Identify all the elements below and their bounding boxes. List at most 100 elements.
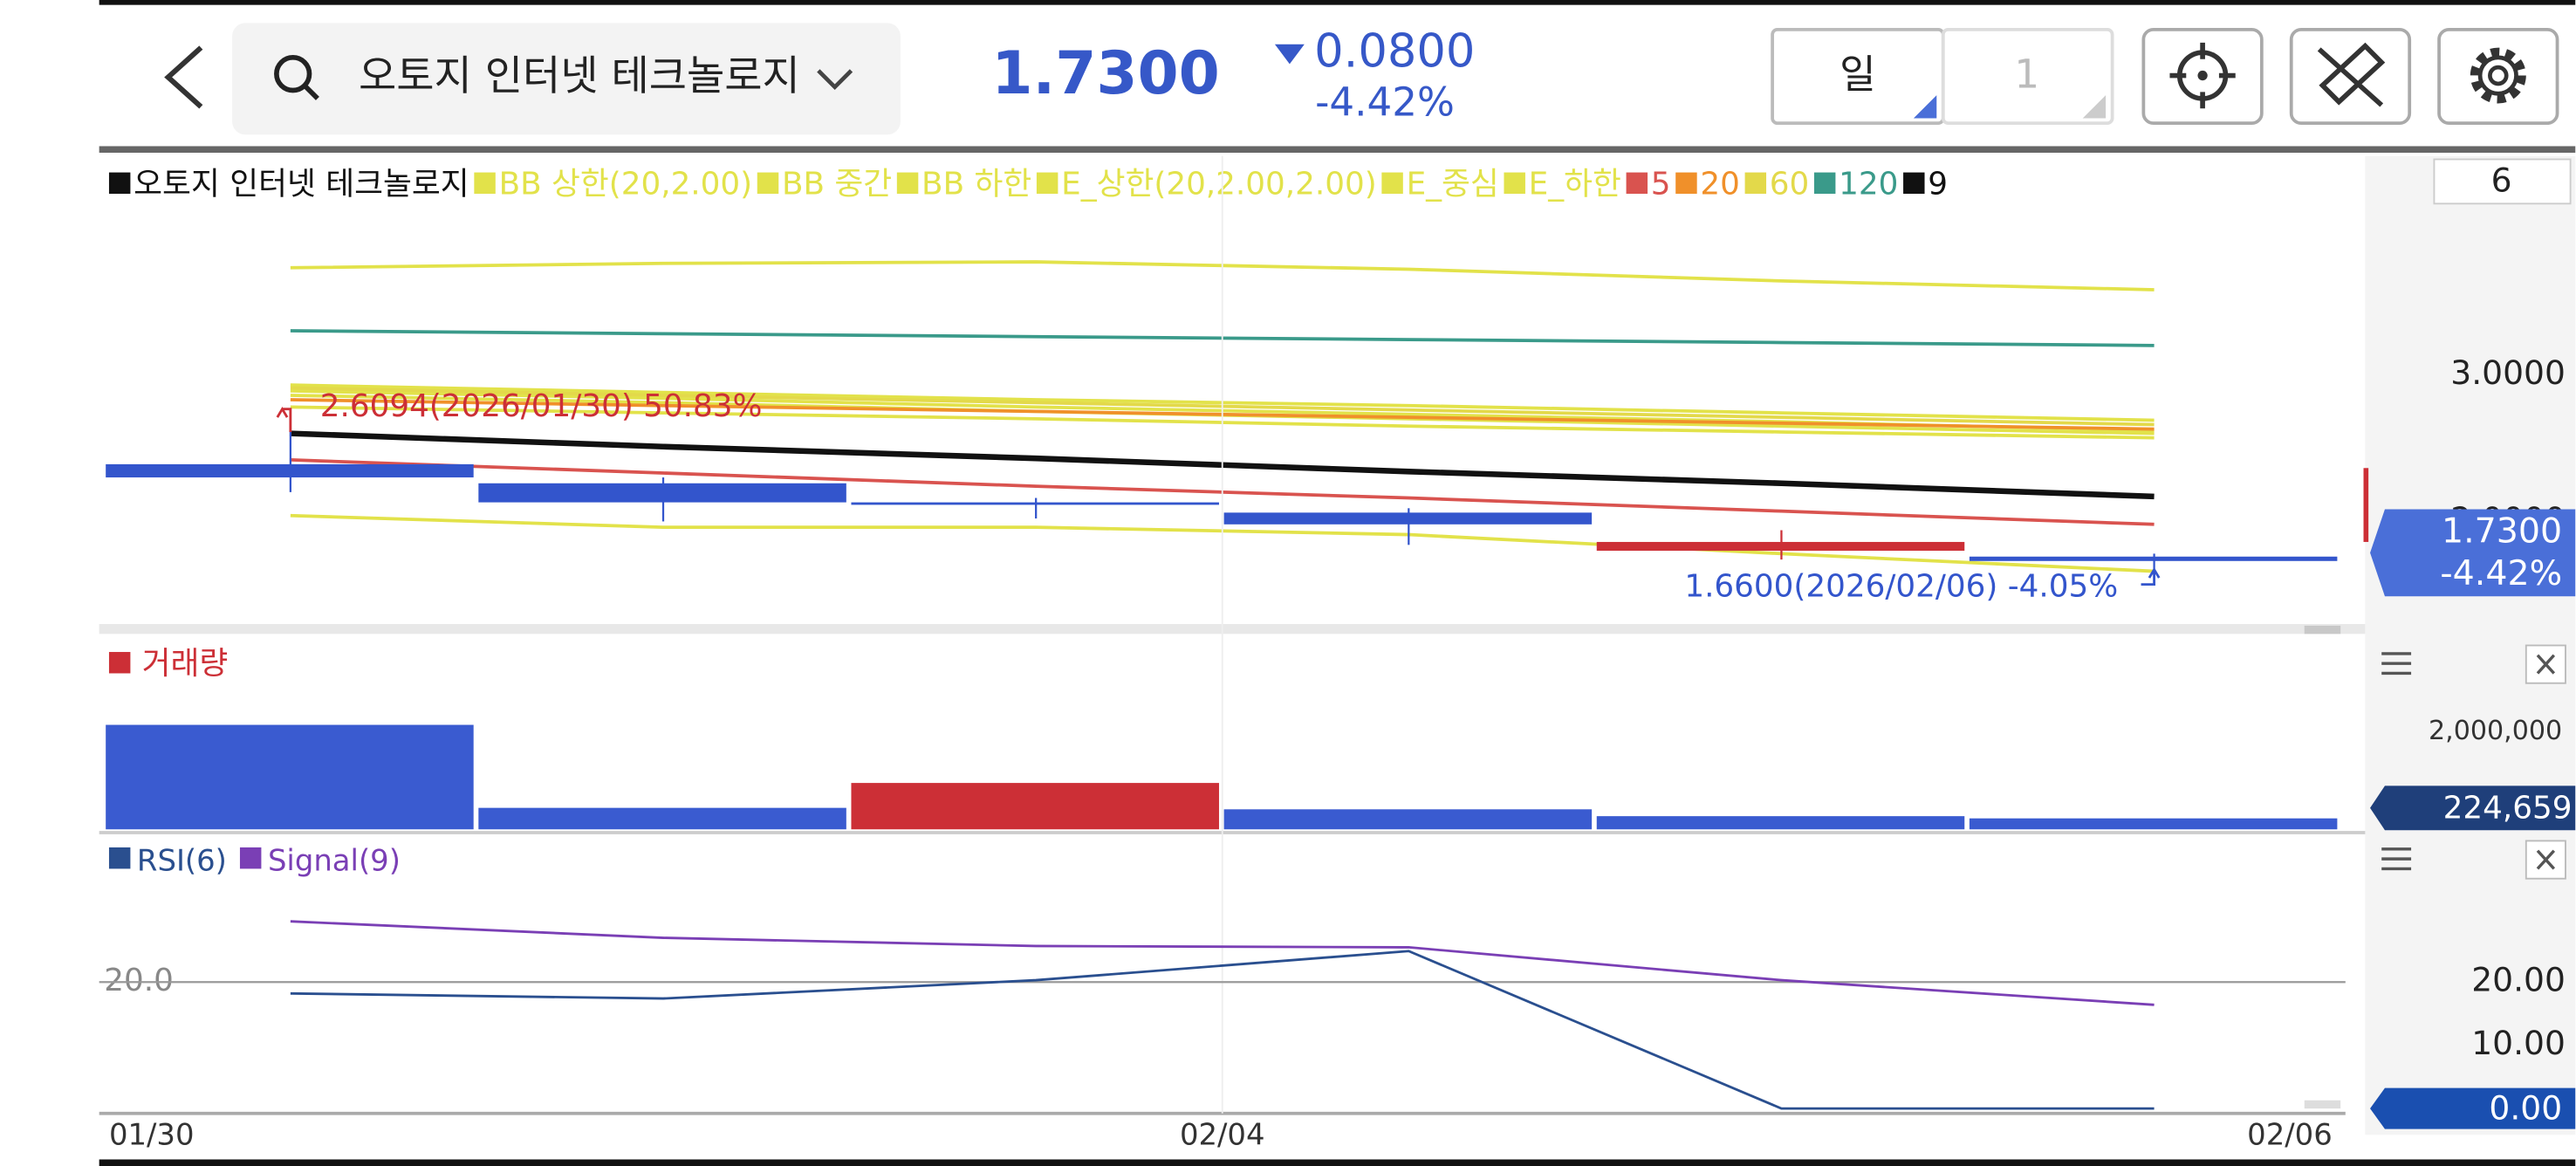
period: 일 [1840,51,1876,97]
volume-bar [106,724,474,830]
count-box [2433,158,2572,205]
candle-body [1596,541,1965,552]
drawing-tool-button[interactable] [2289,27,2412,126]
search-bg [232,23,901,135]
panel-divider [99,624,2366,634]
legend-swatch [1744,172,1767,195]
legend-swatch [1381,172,1403,195]
indicator-line [290,920,2155,1006]
crosshair-icon [2169,42,2236,109]
close-icon [2536,849,2556,870]
reference-label: 20.0 [104,963,174,998]
current-change: -4.42% [2440,553,2562,593]
value-tag [2370,509,2576,597]
legend-label: BB 중간 [782,167,892,202]
volume-bar [1596,816,1965,830]
volume-menu[interactable] [2381,652,2412,676]
legend-swatch [1036,172,1058,195]
menu-icon [2381,652,2412,676]
legend-swatch [474,172,496,195]
settings-button[interactable] [2437,27,2559,126]
close-frame [2525,840,2566,880]
volume-bar [1223,809,1593,830]
legend-swatch [1504,172,1525,195]
rsi-menu[interactable] [2381,847,2412,871]
volume-close[interactable] [2525,644,2566,684]
change-percent: -4.42% [1315,79,1455,125]
gear-icon [2488,65,2509,86]
legend-label: RSI(6) [137,843,227,877]
annotation-marker [276,406,292,433]
legend-label: Signal(9) [268,843,401,877]
y-tick-label: 20.00 [2471,961,2566,999]
candle-body [1223,512,1593,525]
legend-swatch [757,172,779,195]
period-count: 1 [2014,51,2039,97]
annotation-label: 1.6600(2026/02/06) -4.05% [1684,568,2118,604]
candle-body [106,463,474,478]
stock-name: 오토지 인터넷 테크놀로지 [359,52,800,100]
legend-swatch [108,652,131,674]
annotation-label: 2.6094(2026/01/30) 50.83% [320,388,763,424]
button-frame [2437,27,2559,126]
legend-label: 9 [1928,167,1948,202]
top-border [99,0,2576,5]
button-frame [1941,27,2114,126]
price: 1.7300 [991,38,1219,107]
visible-count: 6 [2491,161,2512,199]
dropdown-icon [817,69,853,91]
change: 0.0800 [1314,25,1475,79]
legend-swatch [108,847,131,869]
legend-label: 120 [1839,167,1898,202]
search-icon [274,55,312,93]
volume-bar [1969,818,2338,830]
scroll-handle [2304,1100,2341,1109]
bottom-border [99,1159,2576,1166]
corner-mark [2082,95,2107,119]
legend-label: E_중심 [1407,167,1499,202]
legend-label: 20 [1700,167,1740,202]
crosshair-button[interactable] [2141,27,2264,126]
legend-label: 60 [1770,167,1809,202]
panel-title: 거래량 [142,646,229,682]
gear-icon [2477,55,2518,96]
crosshair-icon [2197,70,2208,81]
price-indicator [2363,468,2369,542]
period-button[interactable]: 일 [1771,27,1945,126]
y-tick-label: 2,000,000 [2429,716,2562,746]
scroll-handle [2304,625,2341,634]
legend-label: E_하한 [1529,167,1621,202]
legend-swatch [108,172,131,195]
legend-label: E_상한(20,2.00,2.00) [1061,167,1377,202]
back-button[interactable] [164,45,203,109]
menu-icon [2381,847,2412,871]
candle-body [851,502,1219,505]
legend-swatch [1903,172,1925,195]
candle-body [478,483,846,503]
y-tick-label: 3.0000 [2450,353,2566,392]
close-icon [2536,654,2556,675]
legend-label: 오토지 인터넷 테크놀로지 [134,167,469,202]
header-divider [99,146,2576,153]
legend-label: BB 상한(20,2.00) [499,167,753,202]
y-tick-label: 10.00 [2471,1024,2566,1062]
down-triangle [1274,44,1305,65]
legend-swatch [1675,172,1697,195]
legend-swatch [896,172,919,195]
rsi-close[interactable] [2525,840,2566,880]
value-tag [2370,785,2576,831]
annotation-marker [2141,566,2161,586]
search-icon [302,83,319,100]
x-tick-label: 02/04 [1180,1118,1265,1152]
indicator-line [290,950,2155,1110]
search-box[interactable]: 오토지 인터넷 테크놀로지 [232,23,901,135]
volume-bar [851,783,1219,830]
current-price: 1.7300 [2442,511,2562,551]
period-count-button[interactable]: 1 [1941,27,2114,126]
legend-label: BB 하한 [921,167,1031,202]
legend-swatch [1813,172,1836,195]
legend-label: 5 [1651,167,1671,202]
